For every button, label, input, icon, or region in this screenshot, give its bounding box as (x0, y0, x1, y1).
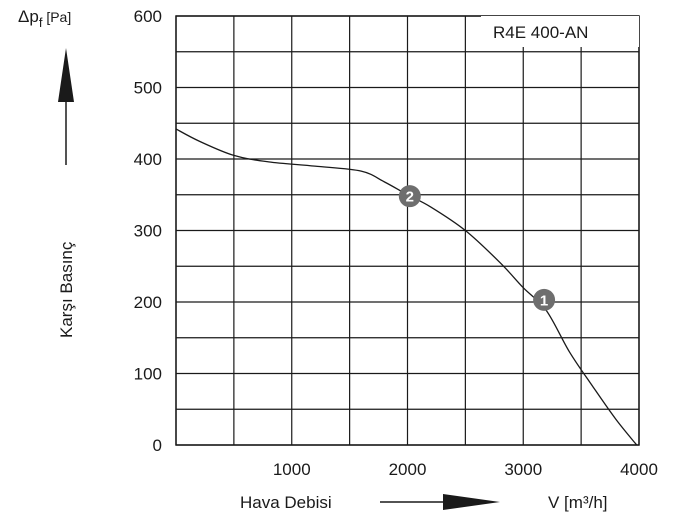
x-axis-arrow-head (443, 494, 500, 510)
y-tick-label: 300 (134, 222, 162, 241)
annotation-marker-2: 2 (398, 185, 421, 208)
x-unit-label: V [m³/h] (548, 493, 608, 512)
x-tick-label: 2000 (389, 460, 427, 479)
tick-labels: 0 100 200 300 400 500 600 1000 2000 3000 4000 (134, 7, 658, 479)
y-axis-label: Karşı Basınç (57, 241, 76, 338)
annotation-marker-1: 1 (533, 288, 556, 311)
grid (175, 15, 640, 446)
x-tick-label: 1000 (273, 460, 311, 479)
y-tick-label: 600 (134, 7, 162, 26)
annotation-label: 1 (540, 292, 548, 309)
annotation-circle (398, 185, 421, 208)
y-unit-label-text: Δp (18, 7, 39, 26)
y-unit-label-subscript: f (39, 15, 43, 30)
annotation-circle (533, 288, 556, 311)
y-unit-label-bracket: [Pa] (42, 9, 71, 25)
x-tick-label: 4000 (620, 460, 658, 479)
x-axis-label: Hava Debisi (240, 493, 332, 512)
x-tick-label: 3000 (504, 460, 542, 479)
y-axis-arrow-head (58, 48, 74, 102)
plot-frame (175, 15, 640, 446)
series-line-pressure-curve (175, 128, 638, 446)
chart-title: R4E 400-AN (493, 23, 588, 42)
annotation-markers: 12 (398, 185, 556, 311)
annotation-label: 2 (406, 189, 414, 206)
y-tick-label: 100 (134, 365, 162, 384)
y-tick-label: 200 (134, 293, 162, 312)
y-tick-label: 0 (153, 436, 162, 455)
y-tick-label: 500 (134, 79, 162, 98)
title-box (481, 16, 639, 47)
y-tick-label: 400 (134, 150, 162, 169)
y-unit-label: Δpf [Pa] (18, 7, 71, 30)
